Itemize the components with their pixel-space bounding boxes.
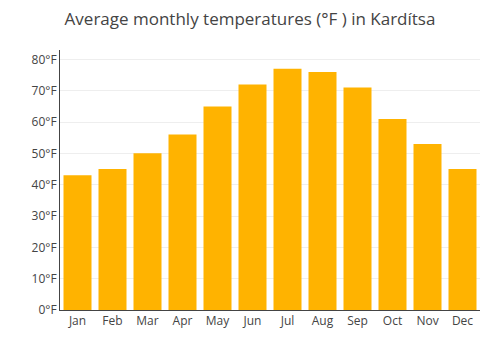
svg-text:Dec: Dec [452,312,473,329]
svg-text:70°F: 70°F [32,82,57,99]
svg-text:May: May [206,312,230,329]
svg-text:10°F: 10°F [32,270,57,287]
svg-text:Average monthly temperatures (: Average monthly temperatures (°F ) in Ka… [65,7,436,30]
svg-text:30°F: 30°F [32,207,57,224]
svg-text:Jun: Jun [243,312,262,329]
svg-text:Oct: Oct [383,312,402,329]
svg-text:80°F: 80°F [32,51,57,68]
svg-text:Jan: Jan [68,312,86,329]
svg-text:40°F: 40°F [32,176,57,193]
svg-text:20°F: 20°F [32,239,57,256]
svg-text:Mar: Mar [136,312,158,329]
svg-text:0°F: 0°F [38,301,56,318]
svg-text:Nov: Nov [416,312,438,329]
svg-text:Feb: Feb [102,312,122,329]
svg-text:Sep: Sep [347,312,368,329]
svg-text:50°F: 50°F [32,145,57,162]
svg-text:Apr: Apr [173,312,193,329]
svg-text:Jul: Jul [280,312,295,329]
svg-text:Aug: Aug [312,312,334,329]
svg-text:60°F: 60°F [32,113,57,130]
